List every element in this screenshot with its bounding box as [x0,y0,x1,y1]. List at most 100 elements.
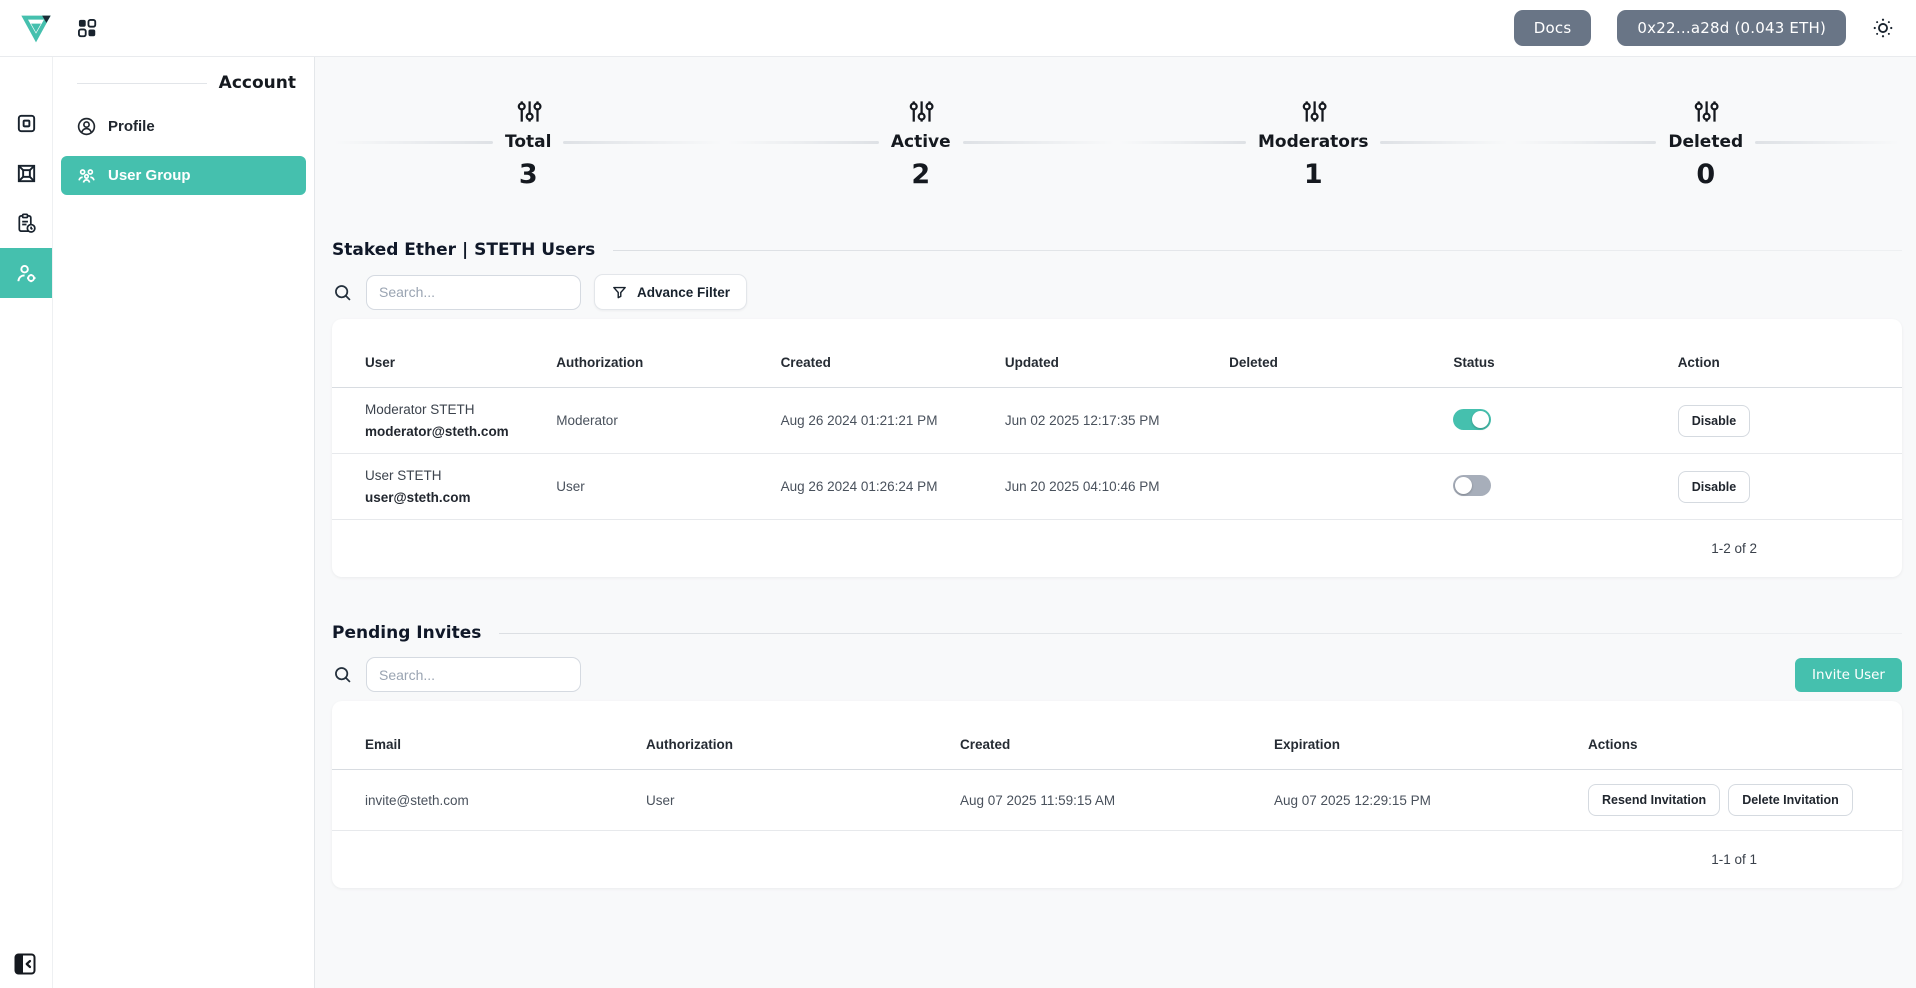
user-name: Moderator STETH [365,402,475,417]
actions-cell: Resend Invitation Delete Invitation [1588,769,1902,831]
table-row: User STETH user@steth.com User Aug 26 20… [332,453,1902,520]
stats-row: Total 3 Active 2 [332,98,1902,190]
sliders-icon [1302,101,1327,122]
expiration-cell: Aug 07 2025 12:29:15 PM [1274,769,1588,831]
app-logo[interactable] [20,13,52,43]
stat-divider [1380,140,1508,144]
stat-label: Moderators [1258,132,1369,152]
col-created: Created [960,713,1274,770]
action-cell: Disable [1677,453,1902,520]
search-icon [335,284,351,301]
invites-section-title: Pending Invites [332,623,482,643]
account-sidebar: Account Profile User Group [53,57,315,988]
disable-button[interactable]: Disable [1677,470,1751,503]
col-authorization: Authorization [646,713,960,770]
col-email: Email [332,713,646,770]
sidebar-header-label: Account [218,73,296,93]
invites-toolbar: Invite User [332,657,1902,692]
sliders-icon [517,101,542,122]
theme-toggle-sun-icon[interactable] [1872,17,1894,39]
user-name: User STETH [365,468,442,483]
funnel-icon [613,286,626,298]
stat-divider [962,140,1115,144]
section-divider [499,632,1902,634]
col-action: Action [1677,331,1902,388]
sidebar-item-profile[interactable]: Profile [53,107,314,146]
authorization-cell: User [646,769,960,831]
status-cell [1453,453,1678,520]
sidebar-header-divider [77,82,207,84]
authorization-cell: Moderator [556,387,781,454]
sidebar-collapse-icon[interactable] [13,952,37,976]
created-cell: Aug 26 2024 01:26:24 PM [780,453,1005,520]
status-cell [1453,387,1678,454]
deleted-cell [1229,387,1454,454]
delete-invitation-button[interactable]: Delete Invitation [1728,784,1853,816]
sliders-icon [909,101,934,122]
disable-button[interactable]: Disable [1677,404,1751,437]
user-cell: Moderator STETH moderator@steth.com [332,387,557,454]
col-deleted: Deleted [1229,331,1454,388]
invite-email-cell: invite@steth.com [332,769,646,831]
updated-cell: Jun 02 2025 12:17:35 PM [1004,387,1230,454]
authorization-cell: User [556,453,781,520]
col-expiration: Expiration [1274,713,1588,770]
sidebar-item-label: Profile [108,118,155,135]
sidebar-item-label: User Group [108,167,191,184]
invites-table: Email Authorization Created Expiration A… [332,713,1902,831]
resend-invitation-button[interactable]: Resend Invitation [1588,784,1721,816]
created-cell: Aug 07 2025 11:59:15 AM [960,769,1274,831]
users-table: User Authorization Created Updated Delet… [332,331,1902,520]
users-section-title: Staked Ether | STETH Users [332,240,596,260]
col-updated: Updated [1004,331,1230,388]
stat-divider [563,140,723,144]
users-table-header-row: User Authorization Created Updated Delet… [332,331,1902,388]
stat-deleted: Deleted 0 [1510,98,1903,190]
table-row: invite@steth.com User Aug 07 2025 11:59:… [332,769,1902,831]
search-icon [335,667,351,683]
apps-grid-icon[interactable] [76,17,98,39]
stat-divider [1755,140,1901,144]
advance-filter-button[interactable]: Advance Filter [594,274,748,310]
user-settings-icon[interactable] [0,248,52,298]
deleted-cell [1229,453,1454,520]
col-user: User [332,331,557,388]
frame-icon[interactable] [0,98,52,148]
topbar-actions: Docs 0x22…a28d (0.043 ETH) [1513,10,1894,46]
section-divider [613,249,1902,251]
col-created: Created [780,331,1005,388]
stat-divider [726,140,879,144]
invites-section-header: Pending Invites [332,623,1902,643]
sidebar-item-user-group[interactable]: User Group [61,156,306,195]
stat-label: Active [890,132,951,152]
user-email: moderator@steth.com [365,424,509,439]
users-search-input[interactable] [366,274,581,310]
col-actions: Actions [1588,713,1902,770]
updated-cell: Jun 20 2025 04:10:46 PM [1004,453,1230,520]
topbar: Docs 0x22…a28d (0.043 ETH) [0,0,1916,57]
status-toggle[interactable] [1453,474,1492,496]
wallet-button[interactable]: 0x22…a28d (0.043 ETH) [1617,10,1846,46]
stat-label: Deleted [1668,132,1744,152]
users-pagination: 1-2 of 2 [1711,541,1757,556]
users-table-card: User Authorization Created Updated Delet… [332,319,1902,577]
col-status: Status [1453,331,1678,388]
created-cell: Aug 26 2024 01:21:21 PM [780,387,1005,454]
invite-user-button[interactable]: Invite User [1795,657,1902,692]
logo-icon [21,15,51,43]
stat-total: Total 3 [332,98,725,190]
invites-search-input[interactable] [366,657,581,692]
box-frame-icon[interactable] [0,148,52,198]
action-cell: Disable [1677,387,1902,454]
advance-filter-label: Advance Filter [637,284,731,300]
users-section-header: Staked Ether | STETH Users [332,240,1902,260]
status-toggle[interactable] [1453,408,1492,430]
clipboard-clock-icon[interactable] [0,198,52,248]
invites-pagination: 1-1 of 1 [1711,852,1757,867]
user-group-icon [78,169,95,183]
invites-table-card: Email Authorization Created Expiration A… [332,701,1902,888]
stat-divider [334,140,494,144]
docs-button[interactable]: Docs [1513,10,1592,46]
user-email: user@steth.com [365,490,471,505]
stat-active: Active 2 [725,98,1118,190]
